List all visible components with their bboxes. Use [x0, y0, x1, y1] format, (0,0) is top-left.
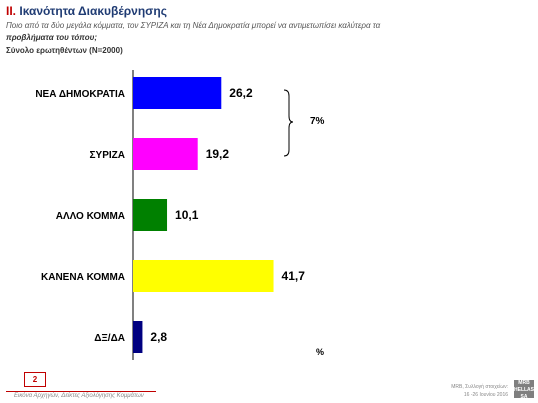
question-text-main: Ποιο από τα δύο μεγάλα κόμματα, τον ΣΥΡΙ… [6, 21, 381, 30]
page-title: II. Ικανότητα Διακυβέρνησης [6, 4, 167, 18]
bar [133, 321, 143, 353]
question-text: Ποιο από τα δύο μεγάλα κόμματα, τον ΣΥΡΙ… [6, 20, 406, 44]
mrb-logo-subtext: HELLAS SA [514, 387, 534, 400]
category-label: ΣΥΡΙΖΑ [90, 150, 125, 161]
mrb-logo: MRB HELLAS SA [514, 380, 534, 400]
footer-source: MRB, Συλλογή στοιχείων: 16 -26 Ιουνίου 2… [428, 383, 508, 399]
footer-divider [6, 391, 156, 392]
data-label: 41,7 [282, 269, 306, 283]
footer-source-line2: 16 -26 Ιουνίου 2016 [463, 392, 508, 398]
bar [133, 199, 168, 231]
footer-source-line1: MRB, Συλλογή στοιχείων: [451, 384, 508, 390]
bar [133, 138, 198, 170]
question-text-bold: προβλήματα του τόπου; [6, 33, 98, 42]
bar [133, 77, 222, 109]
section-number: II. [6, 4, 17, 18]
page-number: 2 [24, 372, 46, 387]
sample-size: Σύνολο ερωτηθέντων (Ν=2000) [6, 46, 123, 55]
data-label: 19,2 [206, 147, 230, 161]
brace-annotation: 7% [310, 116, 325, 127]
data-label: 2,8 [150, 330, 167, 344]
section-title: Ικανότητα Διακυβέρνησης [19, 4, 167, 18]
data-label: 26,2 [229, 86, 253, 100]
brace-mark [283, 89, 294, 157]
category-label: ΑΛΛΟ ΚΟΜΜΑ [56, 211, 125, 222]
bar [133, 260, 274, 292]
category-label: ΝΕΑ ΔΗΜΟΚΡΑΤΙΑ [35, 89, 125, 100]
data-label: 10,1 [175, 208, 199, 222]
footer-caption: Εικόνα Αρχηγών, Δείκτες Αξιολόγησης Κομμ… [14, 393, 144, 399]
category-label: ΚΑΝΕΝΑ ΚΟΜΜΑ [41, 272, 125, 283]
unit-label: % [316, 347, 325, 357]
mrb-logo-text: MRB [518, 380, 530, 386]
category-label: ΔΞ/ΔΑ [94, 333, 125, 344]
